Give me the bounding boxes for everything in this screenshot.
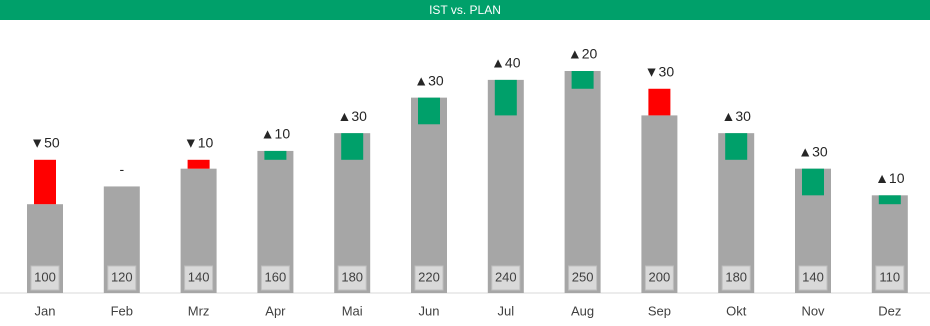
- value-box: [798, 265, 828, 291]
- value-label: 140: [802, 269, 824, 284]
- value-label: 220: [418, 269, 440, 284]
- ist-bar: [641, 115, 678, 294]
- variance-label: ▼10: [184, 135, 214, 151]
- value-box: [107, 265, 137, 291]
- ist-bar: [564, 71, 601, 293]
- x-tick-label: Jul: [497, 303, 514, 318]
- x-tick-label: Sep: [648, 303, 671, 318]
- chart-title: IST vs. PLAN: [429, 3, 501, 17]
- value-box: [491, 265, 521, 291]
- value-box: [260, 265, 290, 291]
- variance-bar: [187, 159, 210, 169]
- variance-bar: [802, 168, 824, 196]
- variance-label: ▲30: [798, 143, 828, 159]
- value-label: 100: [34, 269, 56, 284]
- value-label: 250: [572, 269, 594, 284]
- ist-bar: [411, 97, 447, 293]
- x-tick-label: Apr: [265, 303, 286, 318]
- value-label: 140: [188, 269, 210, 284]
- x-tick-label: Nov: [801, 303, 825, 318]
- value-label: 160: [265, 269, 287, 284]
- value-box: [30, 265, 60, 291]
- variance-label: ▲30: [721, 108, 751, 124]
- value-label: 120: [111, 269, 133, 284]
- variance-bar: [648, 88, 671, 116]
- variance-label: ▲20: [568, 46, 598, 62]
- variance-label: ▲40: [491, 55, 521, 71]
- value-box: [568, 265, 598, 291]
- variance-bar: [341, 133, 364, 160]
- x-tick-label: Aug: [571, 303, 594, 318]
- variance-bar: [494, 79, 517, 116]
- x-tick-label: Jan: [35, 303, 56, 318]
- value-label: 180: [341, 269, 363, 284]
- value-box: [875, 265, 905, 291]
- value-box: [184, 265, 214, 291]
- variance-bar: [571, 71, 594, 89]
- x-tick-label: Mai: [342, 303, 363, 318]
- value-box: [721, 265, 751, 291]
- variance-label: ▲30: [414, 72, 444, 88]
- variance-label: ▲10: [875, 170, 905, 186]
- variance-label: ▲30: [337, 108, 367, 124]
- value-label: 110: [879, 269, 900, 284]
- variance-bar: [418, 97, 440, 125]
- value-label: 240: [495, 269, 517, 284]
- value-box: [337, 265, 367, 291]
- variance-label: ▼50: [30, 135, 60, 151]
- x-tick-label: Jun: [419, 303, 440, 318]
- x-tick-label: Dez: [878, 303, 901, 318]
- x-tick-label: Feb: [111, 303, 133, 318]
- title-bar: [0, 0, 930, 20]
- variance-bar: [725, 133, 748, 160]
- value-box: [414, 265, 444, 291]
- value-box: [644, 265, 674, 291]
- value-label: 180: [725, 269, 747, 284]
- variance-bar: [34, 159, 56, 205]
- x-tick-label: Okt: [726, 303, 747, 318]
- variance-label: ▲10: [261, 126, 291, 142]
- variance-label: ▼30: [645, 63, 675, 79]
- variance-bar: [878, 195, 901, 205]
- x-tick-label: Mrz: [188, 303, 210, 318]
- variance-bar: [264, 150, 287, 160]
- value-label: 200: [649, 269, 671, 284]
- variance-label: -: [119, 161, 124, 177]
